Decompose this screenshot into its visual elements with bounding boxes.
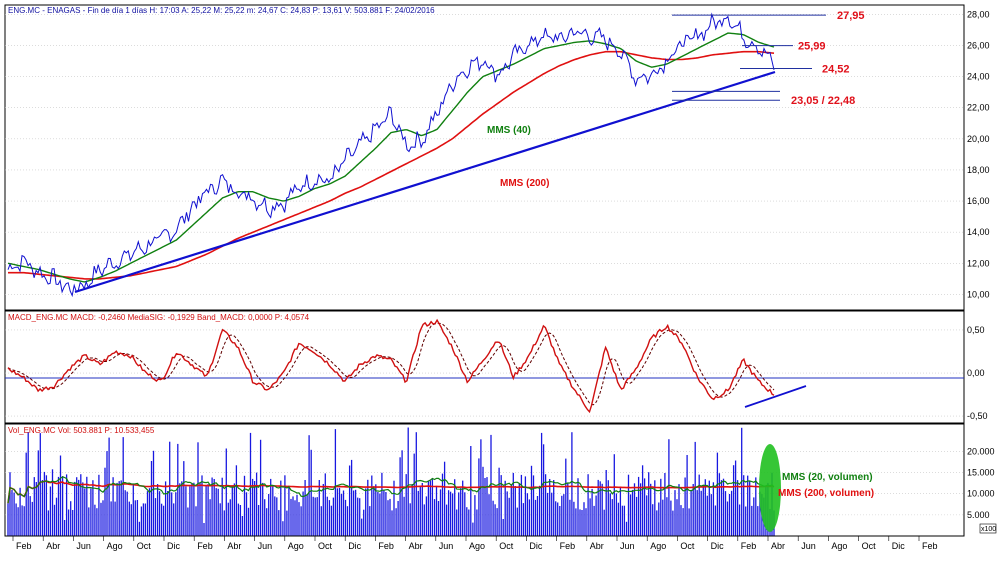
volume-header-info: Vol_ENG.MC Vol: 503.881 P: 10.533,455 bbox=[8, 426, 155, 435]
x-tick-label: Oct bbox=[680, 541, 695, 551]
x-tick-label: Abr bbox=[227, 541, 241, 551]
x-tick-label: Ago bbox=[469, 541, 485, 551]
macd-tick-label: 0,50 bbox=[967, 325, 985, 335]
x-tick-label: Feb bbox=[197, 541, 213, 551]
x-tick-label: Jun bbox=[620, 541, 635, 551]
level-label: 24,52 bbox=[822, 63, 850, 75]
x-tick-label: Abr bbox=[409, 541, 423, 551]
volume-tick-label: 20.000 bbox=[967, 446, 995, 456]
level-label: 23,05 / 22,48 bbox=[791, 95, 855, 107]
mms200-annotation: MMS (200) bbox=[500, 178, 549, 189]
macd-tick-label: 0,00 bbox=[967, 368, 985, 378]
x-tick-label: Oct bbox=[499, 541, 514, 551]
volume-mms20-line bbox=[7, 476, 775, 504]
x-tick-label: Dic bbox=[892, 541, 905, 551]
volume-highlight-ellipse bbox=[759, 444, 781, 532]
x-tick-label: Jun bbox=[439, 541, 454, 551]
x-tick-label: Dic bbox=[167, 541, 180, 551]
price-tick-label: 10,00 bbox=[967, 289, 990, 299]
price-plot-frame bbox=[4, 4, 965, 311]
macd-grid bbox=[5, 329, 964, 417]
level-lines: 27,95 25,99 24,52 23,05 / 22,48 bbox=[672, 10, 865, 107]
x-tick-label: Dic bbox=[348, 541, 361, 551]
price-panel: 28,00 26,00 24,00 22,00 20,00 18,00 16,00 14,00… bbox=[4, 4, 990, 311]
x-tick-label: Feb bbox=[560, 541, 576, 551]
price-header-info: ENG.MC - ENAGAS - Fin de día 1 días H: 1… bbox=[8, 6, 435, 15]
support-trendline bbox=[74, 70, 776, 294]
volume-tick-label: 15.000 bbox=[967, 468, 995, 478]
volume-mms200-annotation: MMS (200, volumen) bbox=[778, 488, 874, 499]
macd-y-axis: 0,50 0,00 -0,50 bbox=[967, 325, 988, 421]
x-tick-label: Abr bbox=[771, 541, 785, 551]
price-tick-label: 14,00 bbox=[967, 227, 990, 237]
price-tick-label: 16,00 bbox=[967, 196, 990, 206]
x-tick-label: Feb bbox=[16, 541, 32, 551]
volume-unit-box bbox=[979, 523, 997, 534]
price-tick-label: 28,00 bbox=[967, 9, 990, 19]
x-tick-label: Oct bbox=[137, 541, 152, 551]
x-tick-label: Feb bbox=[378, 541, 394, 551]
x-tick-label: Ago bbox=[107, 541, 123, 551]
x-tick-label: Feb bbox=[741, 541, 757, 551]
price-line bbox=[7, 12, 775, 298]
date-x-axis: Feb Abr Jun Ago Oct Dic Feb Abr Jun Ago Oct Dic Feb A… bbox=[5, 535, 964, 551]
level-label: 27,95 bbox=[837, 10, 865, 22]
x-tick-label: Ago bbox=[650, 541, 666, 551]
price-tick-label: 22,00 bbox=[967, 103, 990, 113]
x-tick-label: Ago bbox=[831, 541, 847, 551]
volume-tick-label: 10.000 bbox=[967, 489, 995, 499]
x-tick-label: Dic bbox=[711, 541, 724, 551]
x-tick-label: Abr bbox=[590, 541, 604, 551]
price-tick-label: 18,00 bbox=[967, 165, 990, 175]
macd-tick-label: -0,50 bbox=[967, 411, 988, 421]
price-tick-label: 24,00 bbox=[967, 72, 990, 82]
volume-tick-label: 5.000 bbox=[967, 510, 990, 520]
x-tick-label: Abr bbox=[46, 541, 60, 551]
x-tick-label: Ago bbox=[288, 541, 304, 551]
price-tick-label: 26,00 bbox=[967, 40, 990, 50]
x-tick-label: Oct bbox=[862, 541, 877, 551]
macd-line bbox=[7, 318, 775, 414]
x-tick-label: Dic bbox=[529, 541, 542, 551]
volume-unit-label: x100 bbox=[981, 526, 996, 533]
x-tick-label: Feb bbox=[922, 541, 938, 551]
x-tick-label: Oct bbox=[318, 541, 333, 551]
x-tick-label: Jun bbox=[258, 541, 273, 551]
mms40-line bbox=[7, 32, 775, 283]
x-tick-label: Jun bbox=[801, 541, 816, 551]
price-tick-label: 12,00 bbox=[967, 258, 990, 268]
volume-mms20-annotation: MMS (20, volumen) bbox=[782, 472, 873, 483]
macd-header-info: MACD_ENG.MC MACD: -0,2460 MediaSIG: -0,1… bbox=[8, 313, 310, 322]
macd-trendline bbox=[744, 385, 807, 408]
level-label: 25,99 bbox=[798, 41, 826, 53]
x-tick-label: Jun bbox=[76, 541, 91, 551]
mms40-annotation: MMS (40) bbox=[487, 125, 531, 136]
mms200-line bbox=[8, 50, 775, 280]
price-tick-label: 20,00 bbox=[967, 134, 990, 144]
macd-panel: 0,50 0,00 -0,50 MACD_ENG.MC MACD: -0,2460 … bbox=[4, 310, 988, 424]
volume-bars bbox=[7, 427, 775, 536]
volume-panel: 20.000 15.000 10.000 5.000 MMS (20, volumen… bbox=[4, 423, 997, 537]
price-y-axis: 28,00 26,00 24,00 22,00 20,00 18,00 16,00 14,00… bbox=[967, 9, 990, 299]
volume-y-axis: 20.000 15.000 10.000 5.000 bbox=[967, 446, 995, 519]
volume-mms200-line bbox=[7, 480, 774, 504]
